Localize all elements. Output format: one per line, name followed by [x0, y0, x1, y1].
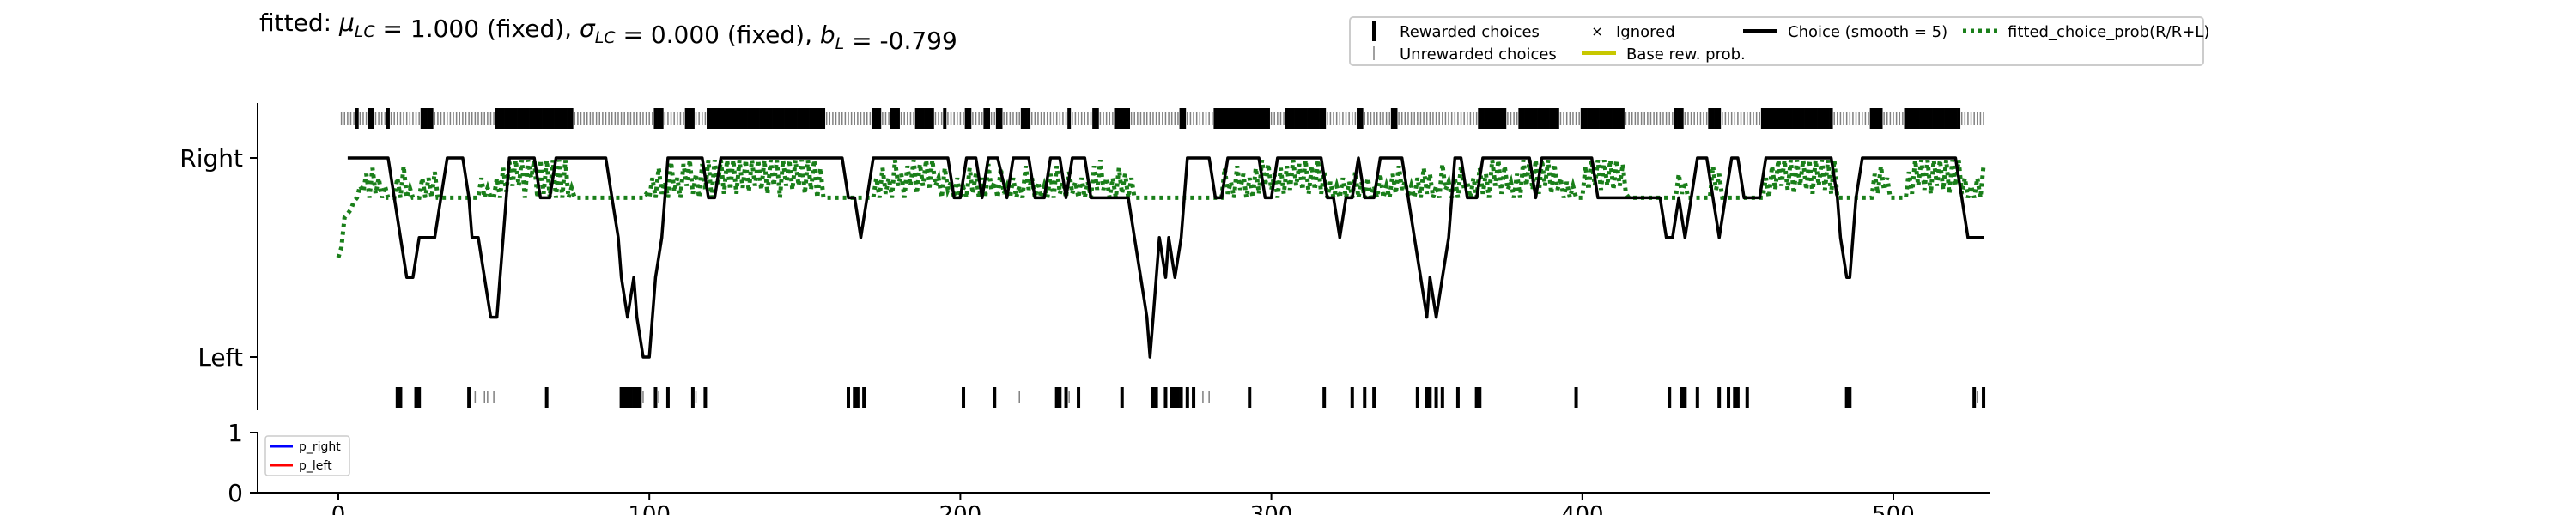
- trial-tick-marks: [340, 108, 1986, 408]
- probability-panel: 0 1 0 100 200 300 400 500 p_right p_left: [228, 419, 1990, 515]
- x-tick-label: 100: [628, 502, 671, 515]
- title-part: μ: [338, 9, 355, 37]
- x-tick-label: 300: [1250, 502, 1293, 515]
- title-subscript: L: [835, 34, 845, 53]
- legend-label: Choice (smooth = 5): [1788, 23, 1947, 41]
- x-tick-label: 0: [331, 502, 346, 515]
- prob-y-tick-label: 0: [228, 479, 243, 507]
- figure-title-layer: fitted: μLC = 1.000 (fixed), σLC = 0.000…: [259, 9, 957, 55]
- main-choice-panel: Left Right: [179, 103, 1986, 410]
- main-axes: Left Right: [179, 103, 258, 410]
- main-y-tick-label: Left: [197, 343, 243, 372]
- x-tick-label: 200: [939, 502, 982, 515]
- title-part: σ: [580, 15, 596, 43]
- x-tick-label: 500: [1872, 502, 1915, 515]
- prob-axes: 0 1 0 100 200 300 400 500: [228, 419, 1990, 515]
- prob-y-tick-label: 1: [228, 419, 243, 447]
- title-subscript: LC: [595, 28, 617, 47]
- fitted-choice-prob-line: [336, 159, 1986, 258]
- legend-label: Base rew. prob.: [1626, 45, 1746, 64]
- title-part: = 1.000 (fixed),: [375, 15, 580, 43]
- main-series: [336, 156, 1986, 359]
- title-part: = 0.000 (fixed),: [616, 21, 820, 49]
- title-part: fitted:: [259, 9, 339, 37]
- prob-legend-label: p_right: [299, 440, 341, 454]
- choice-smooth-line: [347, 156, 1984, 359]
- title-part: b: [820, 21, 835, 49]
- legend-frame: [1349, 16, 2204, 66]
- title-part: = -0.799: [844, 27, 957, 55]
- figure-title: fitted: μLC = 1.000 (fixed), σLC = 0.000…: [259, 9, 957, 55]
- prob-legend-label: p_left: [299, 459, 332, 473]
- legend-label: fitted_choice_prob(R/R+L): [2008, 23, 2209, 41]
- prob-legend: p_right p_left: [264, 435, 350, 476]
- title-subscript: LC: [355, 22, 376, 41]
- legend-marker-ignored: ×: [1591, 23, 1602, 39]
- main-legend: Rewarded choices Unrewarded choices × Ignor…: [1349, 16, 2209, 66]
- main-y-tick-label: Right: [179, 144, 243, 173]
- x-tick-label: 400: [1561, 502, 1604, 515]
- legend-label: Unrewarded choices: [1400, 45, 1557, 64]
- legend-label: Rewarded choices: [1400, 23, 1540, 41]
- legend-label: Ignored: [1616, 23, 1675, 41]
